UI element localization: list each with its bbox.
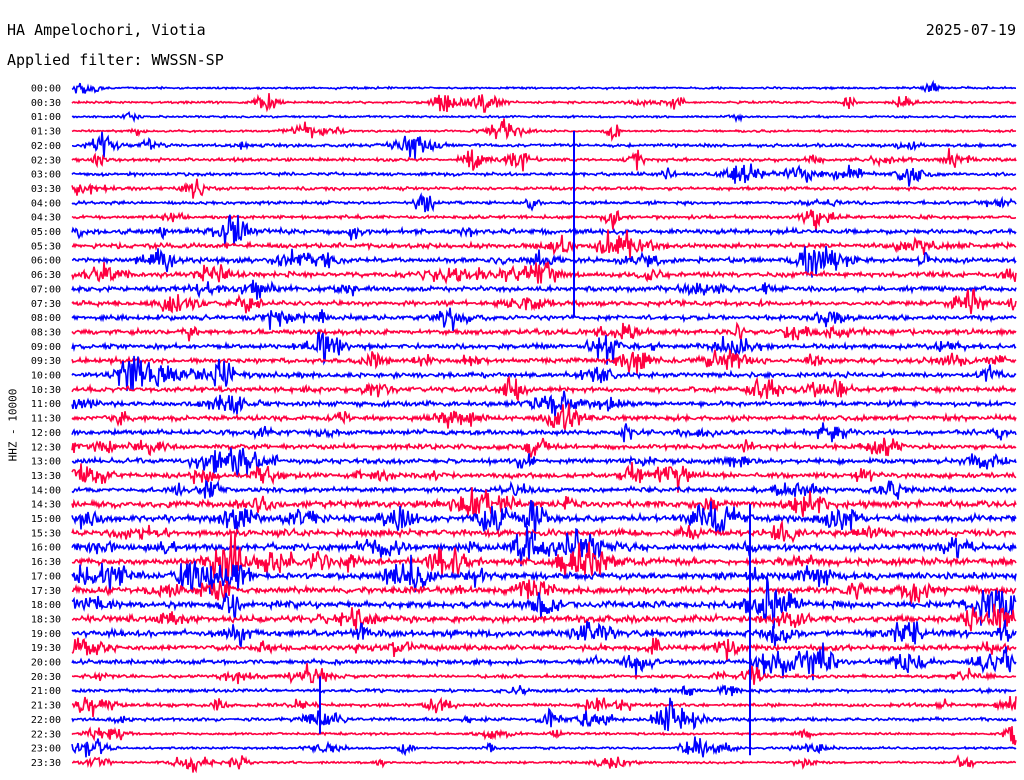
time-tick-label: 19:30 <box>31 643 61 654</box>
seismic-trace <box>71 533 1017 583</box>
time-tick-label: 07:00 <box>31 284 61 295</box>
time-tick-label: 13:00 <box>31 457 61 468</box>
time-tick-label: 00:00 <box>31 84 61 95</box>
time-tick-label: 22:30 <box>31 729 61 740</box>
time-tick-label: 02:30 <box>31 155 61 166</box>
time-tick-label: 11:30 <box>31 414 61 425</box>
time-tick-label: 03:00 <box>31 170 61 181</box>
time-tick-label: 05:00 <box>31 227 61 238</box>
seismic-trace <box>71 603 1017 632</box>
seismic-trace <box>71 331 1017 366</box>
seismic-trace <box>71 663 1017 685</box>
seismic-trace <box>71 261 1017 285</box>
time-tick-label: 10:30 <box>31 385 61 396</box>
seismic-trace <box>71 118 1017 142</box>
seismic-trace <box>71 321 1017 343</box>
time-tick-label: 01:30 <box>31 127 61 138</box>
time-tick-label: 17:30 <box>31 586 61 597</box>
seismic-trace <box>71 437 1017 458</box>
time-tick-label: 14:00 <box>31 485 61 496</box>
time-tick-label: 02:00 <box>31 141 61 152</box>
seismic-trace <box>71 349 1017 375</box>
time-tick-label: 00:30 <box>31 98 61 109</box>
seismic-trace <box>71 499 1017 541</box>
seismic-trace <box>71 447 1017 479</box>
seismic-trace <box>71 209 1017 232</box>
seismic-trace <box>71 726 1017 746</box>
seismic-trace <box>71 307 1017 332</box>
time-tick-label: 11:00 <box>31 399 61 410</box>
seismic-trace <box>71 403 1017 433</box>
time-tick-label: 12:30 <box>31 442 61 453</box>
seismic-trace <box>71 683 1017 697</box>
time-tick-label: 03:30 <box>31 184 61 195</box>
time-tick-label: 16:30 <box>31 557 61 568</box>
seismic-trace <box>71 736 1017 758</box>
seismic-trace <box>71 620 1017 649</box>
seismic-trace <box>71 487 1017 517</box>
seismic-trace <box>71 579 1017 605</box>
time-tick-label: 07:30 <box>31 299 61 310</box>
time-tick-label: 12:00 <box>31 428 61 439</box>
seismic-trace <box>71 178 1017 199</box>
seismic-trace <box>71 288 1017 315</box>
seismic-trace <box>71 637 1017 662</box>
time-tick-label: 17:00 <box>31 571 61 582</box>
time-tick-label: 09:00 <box>31 342 61 353</box>
seismic-trace <box>71 214 1017 247</box>
time-tick-label: 23:00 <box>31 744 61 755</box>
seismic-trace <box>71 519 1017 544</box>
seismic-trace <box>72 131 1017 160</box>
seismic-trace <box>71 525 1017 567</box>
seismic-trace <box>71 355 1017 392</box>
seismic-trace <box>71 375 1017 403</box>
time-tick-label: 21:30 <box>31 701 61 712</box>
seismic-trace <box>71 229 1017 259</box>
time-tick-label: 04:00 <box>31 198 61 209</box>
time-tick-label: 08:00 <box>31 313 61 324</box>
time-tick-label: 15:30 <box>31 528 61 539</box>
time-tick-label: 08:30 <box>31 327 61 338</box>
time-tick-label: 13:30 <box>31 471 61 482</box>
time-tick-label: 14:30 <box>31 500 61 511</box>
seismic-trace <box>71 422 1017 443</box>
time-tick-label: 18:00 <box>31 600 61 611</box>
time-tick-label: 22:00 <box>31 715 61 726</box>
seismic-trace <box>71 163 1017 187</box>
seismic-trace <box>71 697 1017 732</box>
time-tick-label: 21:00 <box>31 686 61 697</box>
time-tick-label: 04:30 <box>31 213 61 224</box>
time-tick-label: 18:30 <box>31 614 61 625</box>
seismic-trace <box>71 642 1017 681</box>
seismic-trace <box>71 576 1017 629</box>
time-tick-label: 20:00 <box>31 658 61 669</box>
seismic-trace <box>71 696 1017 718</box>
seismic-trace <box>71 93 1017 113</box>
time-tick-label: 01:00 <box>31 112 61 123</box>
seismic-trace <box>71 279 1017 300</box>
time-tick-label: 06:00 <box>31 256 61 267</box>
seismic-trace <box>71 754 1017 774</box>
date-label: 2025-07-19 <box>925 21 1016 39</box>
seismic-trace <box>71 390 1017 418</box>
seismic-trace <box>71 192 1017 213</box>
time-tick-label: 23:30 <box>31 758 61 769</box>
station-title: HA Ampelochori, Viotia <box>7 21 206 39</box>
time-tick-label: 20:30 <box>31 672 61 683</box>
seismic-trace <box>71 110 1016 124</box>
seismic-trace <box>71 461 1017 493</box>
filter-label: Applied filter: WWSSN-SP <box>7 51 224 69</box>
time-tick-label: 16:00 <box>31 543 61 554</box>
time-tick-label: 05:30 <box>31 241 61 252</box>
time-tick-label: 10:00 <box>31 371 61 382</box>
seismic-trace <box>71 148 1017 172</box>
time-tick-label: 06:30 <box>31 270 61 281</box>
seismic-trace <box>71 246 1017 278</box>
time-tick-label: 19:00 <box>31 629 61 640</box>
time-tick-label: 09:30 <box>31 356 61 367</box>
seismic-trace <box>71 479 1017 500</box>
seismic-trace <box>71 79 1016 94</box>
time-tick-label: 15:00 <box>31 514 61 525</box>
